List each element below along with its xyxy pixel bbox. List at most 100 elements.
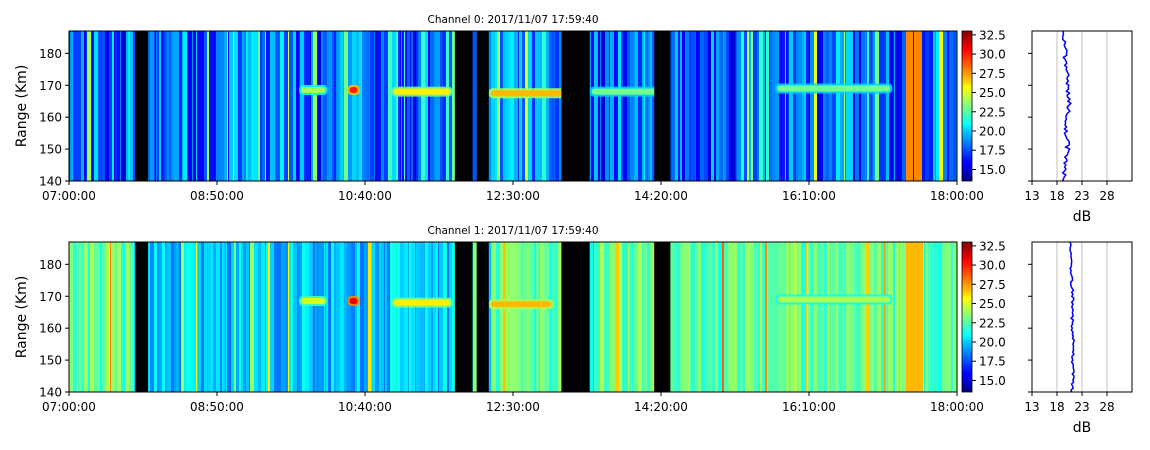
heatmap-column: [788, 31, 789, 181]
y-tick-label: 140: [39, 386, 62, 400]
heatmap-column: [722, 242, 724, 392]
heatmap-column: [186, 242, 190, 392]
channel-1-panel: Channel 1: 2017/11/07 17:59:40 140 150 160…: [14, 225, 1133, 436]
heatmap-column: [683, 242, 687, 392]
heatmap-column: [400, 31, 401, 181]
heatmap-column: [418, 31, 419, 181]
heatmap-column: [193, 31, 196, 181]
y-tick-label: 170: [39, 290, 62, 304]
x-tick-label: 18:00:00: [930, 189, 984, 203]
heatmap-column: [874, 242, 877, 392]
heatmap-column: [222, 242, 224, 392]
heatmap-column: [708, 31, 711, 181]
heatmap-column: [865, 31, 866, 181]
channel-1-profile-x-axis: 13 18 23 28: [1024, 263, 1115, 414]
heatmap-column: [553, 31, 554, 181]
heatmap-column: [871, 242, 874, 392]
heatmap-column: [829, 31, 832, 181]
heatmap-column: [822, 31, 823, 181]
heatmap-column: [649, 31, 650, 181]
heatmap-column: [644, 31, 645, 181]
heatmap-column: [261, 242, 265, 392]
heatmap-column: [735, 31, 736, 181]
heatmap-column: [73, 31, 75, 181]
heatmap-column: [266, 31, 270, 181]
heatmap-column: [599, 242, 600, 392]
heatmap-column: [449, 31, 452, 181]
heatmap-column: [716, 31, 719, 181]
heatmap-column: [434, 31, 436, 181]
profile-x-tick-label: 18: [1049, 189, 1064, 203]
heatmap-column: [809, 31, 810, 181]
profile-x-tick-label: 23: [1074, 189, 1089, 203]
channel-0-x-axis: 07:00:00 08:50:00 10:40:00 12:30:00 14:20:00…: [42, 181, 984, 203]
heatmap-column: [431, 242, 433, 392]
heatmap-column: [673, 242, 676, 392]
heatmap-column: [428, 242, 431, 392]
heatmap-column: [953, 31, 956, 181]
heatmap-column: [949, 31, 953, 181]
heatmap-column: [767, 242, 768, 392]
heatmap-column: [873, 31, 875, 181]
heatmap-column: [128, 31, 130, 181]
heatmap-column: [525, 31, 528, 181]
heatmap-column: [542, 31, 546, 181]
heatmap-column: [410, 31, 411, 181]
heatmap-column: [925, 31, 929, 181]
heatmap-column: [780, 242, 784, 392]
heatmap-column: [622, 242, 623, 392]
heatmap-column: [849, 31, 853, 181]
heatmap-column: [260, 31, 262, 181]
heatmap-column: [111, 242, 115, 392]
heatmap-column: [749, 31, 751, 181]
heatmap-column: [642, 242, 643, 392]
heatmap-column: [937, 242, 938, 392]
heatmap-column: [723, 31, 726, 181]
heatmap-column: [729, 31, 732, 181]
echo-band: [490, 301, 552, 308]
heatmap-column: [707, 31, 708, 181]
heatmap-column: [390, 242, 391, 392]
heatmap-column: [78, 242, 82, 392]
heatmap-column: [549, 242, 552, 392]
heatmap-column: [402, 31, 404, 181]
heatmap-column: [281, 242, 285, 392]
heatmap-column: [740, 242, 743, 392]
heatmap-column: [357, 242, 360, 392]
heatmap-column: [409, 242, 411, 392]
echo-band: [393, 299, 451, 306]
heatmap-column: [687, 242, 688, 392]
heatmap-column: [167, 242, 169, 392]
heatmap-column: [114, 31, 115, 181]
channel-1-colorbar-ticks: 15.0 17.5 20.0 22.5 25.0 27.5 30.0 32.5: [972, 239, 1006, 388]
profile-x-tick-label: 13: [1024, 189, 1039, 203]
heatmap-column: [439, 242, 443, 392]
heatmap-column: [105, 31, 109, 181]
heatmap-column: [632, 242, 634, 392]
x-tick-label: 08:50:00: [190, 189, 244, 203]
heatmap-column: [906, 31, 910, 181]
heatmap-column: [400, 242, 404, 392]
heatmap-column: [201, 242, 204, 392]
heatmap-column: [762, 242, 765, 392]
heatmap-column: [411, 242, 415, 392]
profile-x-tick-label: 13: [1024, 400, 1039, 414]
heatmap-column: [392, 31, 396, 181]
heatmap-column: [157, 31, 159, 181]
heatmap-column: [719, 31, 723, 181]
heatmap-column: [522, 31, 525, 181]
heatmap-column: [117, 242, 121, 392]
heatmap-column: [413, 31, 416, 181]
heatmap-column: [201, 31, 202, 181]
heatmap-column: [375, 242, 379, 392]
heatmap-column: [190, 242, 193, 392]
heatmap-column: [931, 242, 932, 392]
x-tick-label: 14:20:00: [634, 189, 688, 203]
heatmap-column: [552, 242, 556, 392]
channel-0-title: Channel 0: 2017/11/07 17:59:40: [427, 14, 598, 26]
heatmap-column: [701, 242, 704, 392]
heatmap-column: [618, 31, 621, 181]
heatmap-column: [476, 31, 477, 181]
heatmap-column: [115, 31, 117, 181]
